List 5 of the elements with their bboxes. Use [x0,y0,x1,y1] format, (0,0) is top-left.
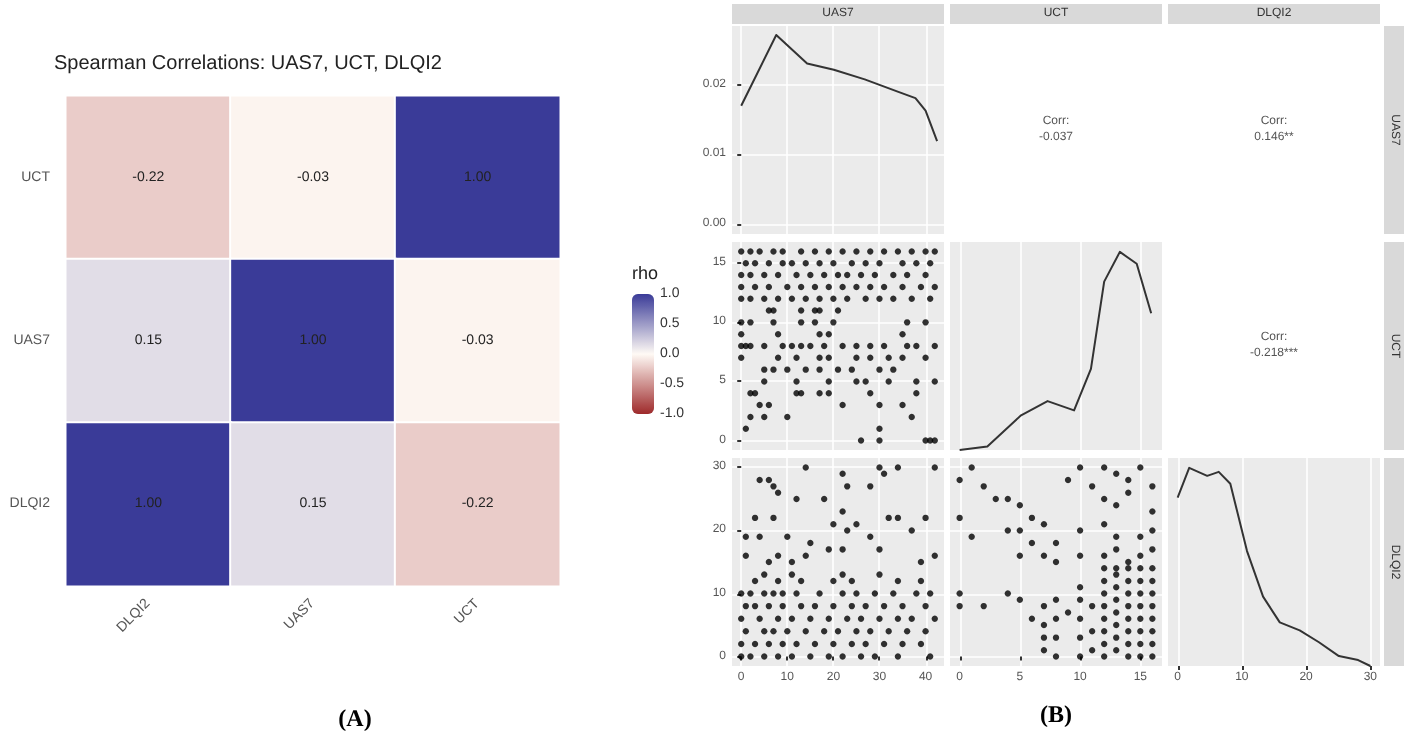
chart-title: Spearman Correlations: UAS7, UCT, DLQI2 [54,53,443,75]
color-bar-title: rho [632,263,659,283]
text: (B) [1040,700,1072,728]
text: (A) [338,704,372,732]
line-series [740,34,939,143]
